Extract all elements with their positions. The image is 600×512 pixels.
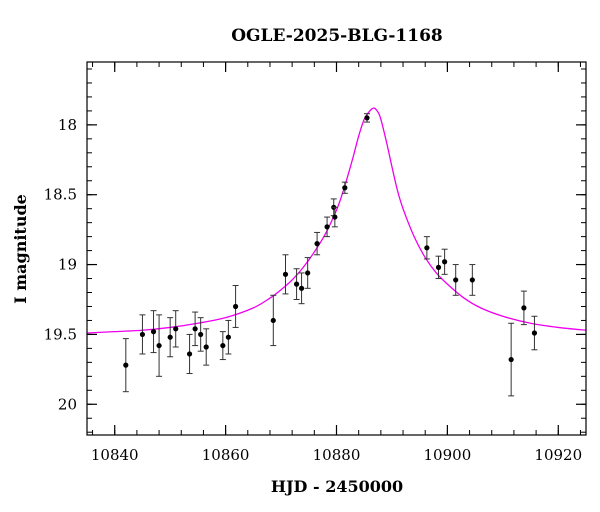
data-point-25 bbox=[435, 255, 442, 280]
data-point-28 bbox=[469, 264, 476, 296]
data-point-marker bbox=[435, 264, 442, 270]
data-point-marker bbox=[508, 356, 514, 363]
data-point-27 bbox=[452, 264, 459, 296]
y-tick-label: 20 bbox=[58, 395, 77, 413]
x-axis-label: HJD - 2450000 bbox=[271, 477, 403, 496]
data-point-11 bbox=[225, 319, 232, 355]
data-point-marker bbox=[203, 344, 209, 350]
chart-title: OGLE-2025-BLG-1168 bbox=[231, 26, 443, 46]
data-point-marker bbox=[139, 331, 146, 338]
data-point-marker bbox=[293, 281, 300, 287]
data-point-marker bbox=[173, 326, 179, 332]
data-point-marker bbox=[324, 224, 330, 230]
data-point-9 bbox=[203, 328, 210, 366]
data-point-marker bbox=[305, 270, 311, 276]
data-point-14 bbox=[282, 254, 289, 295]
data-point-19 bbox=[324, 216, 331, 238]
data-point-marker bbox=[232, 303, 239, 310]
data-point-12 bbox=[232, 285, 239, 328]
model-curve-line bbox=[87, 107, 586, 334]
data-point-4 bbox=[167, 317, 174, 358]
plot-area bbox=[87, 107, 586, 397]
data-point-marker bbox=[150, 329, 157, 335]
data-point-30 bbox=[520, 290, 527, 326]
data-point-29 bbox=[508, 322, 515, 397]
data-point-marker bbox=[298, 285, 305, 291]
data-point-marker bbox=[342, 185, 348, 191]
data-point-marker bbox=[123, 362, 129, 368]
x-tick-label: 10900 bbox=[424, 446, 472, 464]
data-point-marker bbox=[424, 245, 430, 251]
data-point-marker bbox=[364, 115, 370, 121]
data-point-marker bbox=[282, 271, 289, 277]
data-point-26 bbox=[441, 248, 448, 275]
data-point-marker bbox=[442, 259, 448, 265]
x-tick-label: 10880 bbox=[313, 446, 361, 464]
data-point-22 bbox=[341, 181, 348, 194]
data-point-2 bbox=[150, 310, 157, 354]
data-point-1 bbox=[139, 314, 146, 355]
data-point-18 bbox=[314, 231, 321, 256]
data-point-marker bbox=[314, 241, 320, 247]
y-tick-label: 18 bbox=[58, 116, 77, 134]
data-point-marker bbox=[192, 326, 198, 332]
data-point-marker bbox=[156, 342, 162, 349]
x-tick-label: 10920 bbox=[534, 446, 582, 464]
y-axis-label: I magnitude bbox=[11, 194, 30, 304]
data-point-3 bbox=[156, 314, 163, 377]
data-point-5 bbox=[172, 310, 179, 348]
data-point-8 bbox=[197, 317, 204, 352]
y-tick-label: 19.5 bbox=[44, 325, 77, 343]
data-point-0 bbox=[122, 338, 129, 393]
data-point-marker bbox=[531, 330, 538, 336]
data-point-marker bbox=[220, 342, 226, 349]
y-tick-label: 19 bbox=[58, 256, 77, 274]
data-point-marker bbox=[332, 214, 338, 220]
data-point-13 bbox=[270, 294, 277, 347]
data-point-7 bbox=[192, 311, 199, 347]
data-point-15 bbox=[293, 268, 300, 300]
data-point-marker bbox=[521, 305, 527, 311]
axis-ticks: 10840 10860 10880 10900 10920 18 18.5 19 19.5 20 bbox=[44, 62, 586, 464]
data-point-17 bbox=[304, 257, 311, 289]
data-point-marker bbox=[198, 331, 204, 338]
data-point-marker bbox=[469, 277, 475, 283]
data-point-6 bbox=[186, 333, 193, 375]
data-point-31 bbox=[531, 315, 538, 351]
data-point-marker bbox=[453, 277, 459, 283]
x-tick-label: 10860 bbox=[202, 446, 250, 464]
x-tick-label: 10840 bbox=[91, 446, 139, 464]
data-point-marker bbox=[167, 334, 173, 340]
data-point-10 bbox=[219, 331, 226, 361]
data-point-marker bbox=[270, 317, 276, 324]
data-point-23 bbox=[363, 113, 370, 123]
data-point-21 bbox=[331, 206, 338, 228]
y-tick-label: 18.5 bbox=[44, 186, 77, 204]
data-point-24 bbox=[423, 236, 430, 260]
data-point-marker bbox=[186, 351, 193, 357]
data-point-marker bbox=[225, 334, 231, 340]
data-point-16 bbox=[298, 272, 305, 305]
